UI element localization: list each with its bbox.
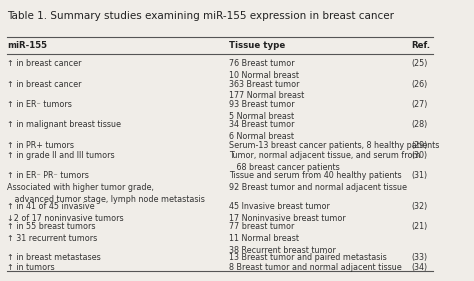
Text: 93 Breast tumor
5 Normal breast: 93 Breast tumor 5 Normal breast <box>228 100 294 121</box>
Text: (32): (32) <box>411 202 428 211</box>
Text: miR-155: miR-155 <box>7 41 47 50</box>
Text: Tissue type: Tissue type <box>228 41 285 50</box>
Text: (34): (34) <box>411 263 427 272</box>
Text: Serum-13 breast cancer patients, 8 healthy patients: Serum-13 breast cancer patients, 8 healt… <box>228 141 439 150</box>
Text: ↑ in breast cancer: ↑ in breast cancer <box>7 80 82 89</box>
Text: (21): (21) <box>411 222 428 231</box>
Text: ↑ in ER⁻ tumors: ↑ in ER⁻ tumors <box>7 100 72 109</box>
Text: Tumor, normal adjacent tissue, and serum from
   68 breast cancer patients: Tumor, normal adjacent tissue, and serum… <box>228 151 420 172</box>
Text: (27): (27) <box>411 100 428 109</box>
Text: ↑ in 41 of 45 invasive
↓2 of 17 noninvasive tumors: ↑ in 41 of 45 invasive ↓2 of 17 noninvas… <box>7 202 124 223</box>
Text: 8 Breast tumor and normal adjacent tissue: 8 Breast tumor and normal adjacent tissu… <box>228 263 401 272</box>
Text: 363 Breast tumor
177 Normal breast: 363 Breast tumor 177 Normal breast <box>228 80 304 100</box>
Text: (28): (28) <box>411 120 428 129</box>
Text: ↑ in grade II and III tumors: ↑ in grade II and III tumors <box>7 151 115 160</box>
Text: (26): (26) <box>411 80 428 89</box>
Text: (30): (30) <box>411 151 427 160</box>
Text: (25): (25) <box>411 59 428 68</box>
Text: (33): (33) <box>411 253 427 262</box>
Text: (31): (31) <box>411 171 427 180</box>
Text: ↑ in malignant breast tissue: ↑ in malignant breast tissue <box>7 120 121 129</box>
Text: (29): (29) <box>411 141 428 150</box>
Text: ↑ in 55 breast tumors
↑ 31 recurrent tumors: ↑ in 55 breast tumors ↑ 31 recurrent tum… <box>7 222 97 243</box>
Text: Ref.: Ref. <box>411 41 430 50</box>
Text: 76 Breast tumor
10 Normal breast: 76 Breast tumor 10 Normal breast <box>228 59 299 80</box>
Text: 13 Breast tumor and paired metastasis: 13 Breast tumor and paired metastasis <box>228 253 386 262</box>
Text: 45 Invasive breast tumor
17 Noninvasive breast tumor: 45 Invasive breast tumor 17 Noninvasive … <box>228 202 346 223</box>
Text: 34 Breast tumor
6 Normal breast: 34 Breast tumor 6 Normal breast <box>228 120 294 141</box>
Text: ↑ in tumors: ↑ in tumors <box>7 263 55 272</box>
Text: Table 1. Summary studies examining miR-155 expression in breast cancer: Table 1. Summary studies examining miR-1… <box>7 11 394 21</box>
Text: 77 breast tumor
11 Normal breast
38 Recurrent breast tumor: 77 breast tumor 11 Normal breast 38 Recu… <box>228 222 336 255</box>
Text: ↑ in PR+ tumors: ↑ in PR+ tumors <box>7 141 74 150</box>
Text: ↑ in ER⁻ PR⁻ tumors
Associated with higher tumor grade,
   advanced tumor stage,: ↑ in ER⁻ PR⁻ tumors Associated with high… <box>7 171 205 204</box>
Text: ↑ in breast cancer: ↑ in breast cancer <box>7 59 82 68</box>
Text: Tissue and serum from 40 healthy patients
92 Breast tumor and normal adjacent ti: Tissue and serum from 40 healthy patient… <box>228 171 407 192</box>
Text: ↑ in breast metastases: ↑ in breast metastases <box>7 253 101 262</box>
